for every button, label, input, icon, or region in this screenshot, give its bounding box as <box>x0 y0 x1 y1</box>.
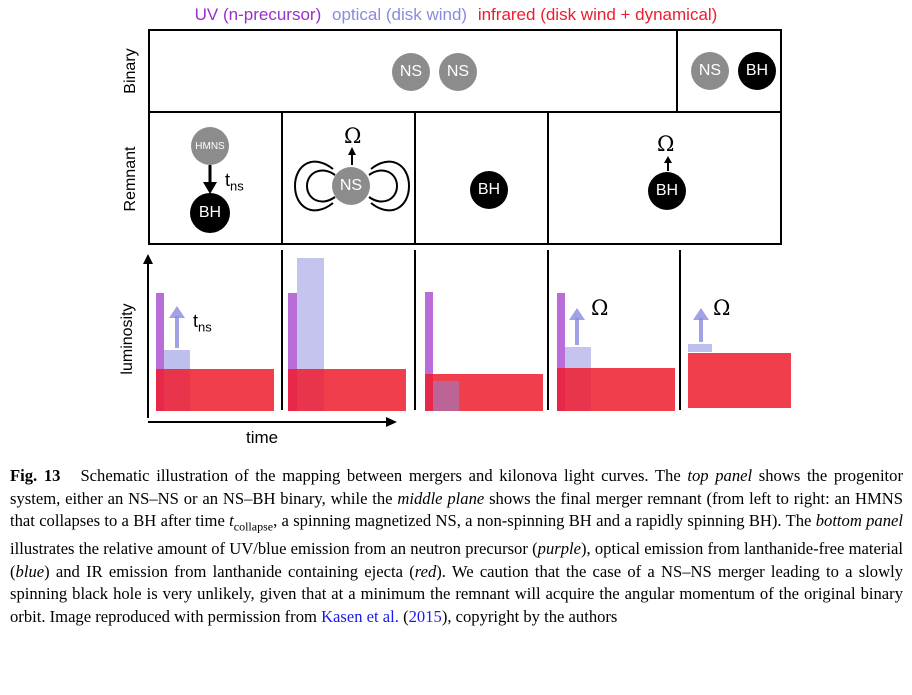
magnetic-field-icon <box>293 147 411 212</box>
legend-infrared: infrared (disk wind + dynamical) <box>477 5 718 24</box>
binary-ns-1: NS <box>392 53 430 91</box>
remnant-omega-ns: Ω <box>344 124 362 148</box>
citation-link[interactable]: Kasen et al. <box>321 606 399 626</box>
binary-ns-3: NS <box>691 52 729 90</box>
binary-bh: BH <box>738 52 776 90</box>
remnant-omega-bh: Ω <box>657 132 675 156</box>
lum-omega-2: Ω <box>713 296 731 320</box>
remnant-hmns: HMNS <box>191 127 229 165</box>
lum-frames <box>281 250 681 410</box>
remnant-divider-1 <box>281 111 283 245</box>
x-axis-arrow-icon <box>386 417 397 427</box>
binary-divider <box>676 29 678 113</box>
legend-optical: optical (disk wind) <box>331 5 468 24</box>
remnant-divider-3 <box>547 111 549 245</box>
luminosity-panel <box>143 250 791 427</box>
spin-arrow-icon <box>664 156 672 171</box>
row-label-binary: Binary <box>122 48 139 94</box>
lum-omega-1: Ω <box>591 296 609 320</box>
remnant-bh-nonspin: BH <box>470 171 508 209</box>
remnant-panel <box>148 111 782 245</box>
row-label-luminosity: luminosity <box>119 303 136 375</box>
citation-year-link[interactable]: 2015 <box>408 606 442 626</box>
collapse-arrow-icon <box>203 165 217 194</box>
y-axis-arrow-icon <box>143 254 153 264</box>
lum-tns-label: tns <box>193 311 212 335</box>
remnant-bh-spin: BH <box>648 172 686 210</box>
row-label-remnant: Remnant <box>122 146 139 212</box>
binary-ns-2: NS <box>439 53 477 91</box>
remnant-tns-label: tns <box>225 170 244 194</box>
figure-legend: UV (n-precursor) optical (disk wind) inf… <box>0 5 912 25</box>
remnant-hmns-bh: BH <box>190 193 230 233</box>
legend-uv: UV (n-precursor) <box>194 5 322 24</box>
remnant-magnetar: NS <box>332 167 370 205</box>
remnant-divider-2 <box>414 111 416 245</box>
figure-caption: Fig. 13 Schematic illustration of the ma… <box>10 466 903 626</box>
caption-fig-label: Fig. 13 <box>10 466 61 485</box>
time-axis-label: time <box>246 428 279 447</box>
